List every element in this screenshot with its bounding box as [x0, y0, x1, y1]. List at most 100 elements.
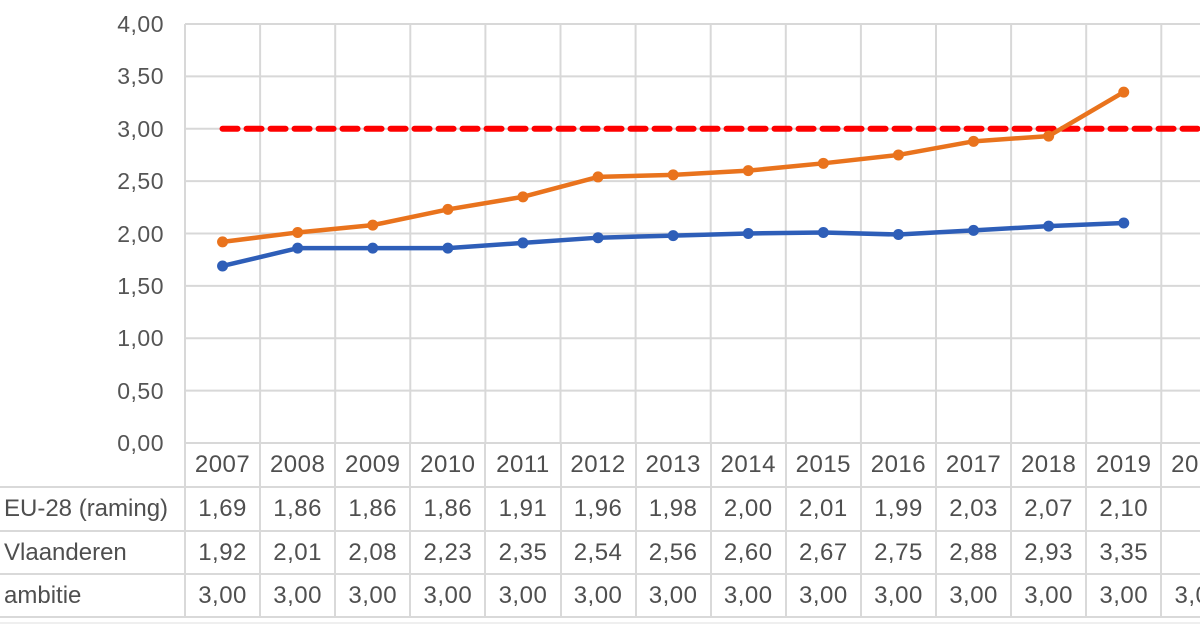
table-border-vertical: [484, 443, 487, 617]
table-value-cell: 3,00: [1099, 582, 1149, 609]
table-value-cell: 2,75: [874, 538, 923, 566]
table-value-cell: 2,08: [348, 538, 398, 566]
series-row-label: Vlaanderen: [4, 538, 127, 566]
table-value-cell: 3,00: [1024, 582, 1073, 609]
table-border-vertical: [334, 443, 337, 617]
table-value-cell: 1,92: [198, 538, 247, 566]
y-tick-label: 1,00: [117, 325, 164, 352]
table-border-vertical: [259, 443, 262, 617]
y-tick-label: 3,00: [117, 115, 164, 142]
table-value-cell: 3,00: [1174, 582, 1200, 609]
table-value-cell: 2,01: [798, 495, 848, 522]
y-tick-label: 1,50: [117, 272, 164, 299]
series-marker-eu-28-raming-: [742, 228, 754, 239]
table-value-cell: 2,00: [723, 495, 773, 522]
series-marker-vlaanderen: [968, 135, 980, 147]
table-value-cell: 3,00: [573, 582, 623, 609]
table-value-cell: 3,35: [1099, 538, 1149, 566]
table-value-cell: 1,86: [348, 495, 398, 522]
table-value-cell: 3,00: [723, 582, 773, 609]
y-tick-label: 2,00: [117, 220, 164, 247]
table-value-cell: 2,35: [498, 538, 548, 566]
series-marker-vlaanderen: [367, 219, 379, 231]
table-value-cell: 1,98: [648, 495, 698, 522]
table-border-vertical: [935, 443, 937, 617]
table-value-cell: 3,00: [348, 582, 398, 609]
table-value-cell: 2,07: [1024, 495, 1073, 522]
series-row-label: EU-28 (raming): [4, 495, 169, 522]
y-tick-label: 0,50: [117, 377, 164, 404]
table-border-vertical: [184, 443, 186, 617]
series-marker-eu-28-raming-: [442, 242, 454, 254]
table-border-vertical: [634, 443, 637, 617]
table-value-cell: 3,00: [648, 582, 698, 609]
table-value-cell: 1,99: [874, 495, 923, 522]
series-row-label: ambitie: [4, 582, 82, 609]
table-value-cell: 2,67: [798, 538, 848, 566]
table-value-cell: 1,96: [573, 495, 623, 522]
year-label: 2012: [570, 451, 626, 478]
year-label: 2018: [1020, 451, 1077, 478]
year-label: 2019: [1096, 451, 1152, 478]
year-label: 2008: [269, 451, 326, 478]
table-border-horizontal: [0, 529, 1200, 532]
year-label: 2009: [345, 451, 401, 478]
table-value-cell: 2,93: [1024, 538, 1073, 566]
series-line-eu-28-raming-: [220, 220, 1126, 269]
table-value-cell: 1,86: [423, 495, 473, 522]
y-tick-label: 2,50: [117, 168, 164, 195]
series-marker-eu-28-raming-: [667, 230, 679, 242]
table-value-cell: 3,00: [798, 582, 848, 609]
table-value-cell: 2,03: [949, 495, 998, 522]
series-marker-vlaanderen: [892, 149, 904, 161]
series-marker-vlaanderen: [1043, 130, 1055, 142]
table-border-horizontal: [0, 486, 1200, 488]
series-marker-eu-28-raming-: [892, 229, 904, 241]
series-marker-eu-28-raming-: [592, 232, 604, 244]
series-marker-eu-28-raming-: [1118, 217, 1130, 229]
year-label: 2016: [870, 451, 927, 478]
table-value-cell: 2,23: [423, 538, 473, 566]
series-marker-eu-28-raming-: [968, 224, 980, 236]
year-label: 2020: [1171, 451, 1200, 478]
chart-frame-bottom-edge: [0, 622, 1200, 624]
table-border-vertical: [409, 443, 412, 617]
table-value-cell: 1,91: [498, 495, 548, 522]
year-label: 2010: [420, 451, 476, 478]
series-marker-vlaanderen: [817, 157, 829, 169]
series-marker-vlaanderen: [667, 169, 679, 181]
table-value-cell: 3,00: [498, 582, 548, 609]
series-marker-eu-28-raming-: [217, 260, 229, 272]
table-border-vertical: [859, 443, 862, 617]
table-value-cell: 2,10: [1099, 495, 1149, 522]
table-border-vertical: [1010, 443, 1013, 617]
series-marker-vlaanderen: [592, 171, 604, 183]
series-marker-eu-28-raming-: [367, 242, 379, 254]
table-border-vertical: [709, 443, 712, 617]
series-marker-vlaanderen: [442, 203, 454, 215]
series-marker-eu-28-raming-: [292, 242, 304, 254]
table-value-cell: 3,00: [423, 582, 473, 609]
series-line-vlaanderen: [220, 89, 1126, 245]
table-border-horizontal: [0, 616, 1200, 618]
table-value-cell: 3,00: [198, 582, 247, 609]
series-marker-vlaanderen: [1118, 86, 1130, 98]
series-marker-vlaanderen: [517, 191, 529, 203]
year-label: 2011: [496, 451, 550, 478]
series-marker-vlaanderen: [292, 226, 304, 238]
series-marker-eu-28-raming-: [817, 226, 829, 238]
year-label: 2017: [945, 451, 1002, 478]
table-value-cell: 3,00: [874, 582, 923, 609]
series-marker-eu-28-raming-: [517, 237, 529, 249]
table-value-cell: 2,56: [648, 538, 698, 566]
table-value-cell: 2,60: [723, 538, 773, 566]
table-border-vertical: [559, 443, 562, 617]
y-tick-label: 4,00: [117, 11, 164, 37]
year-label: 2015: [795, 451, 852, 478]
year-label: 2013: [645, 451, 701, 478]
table-border-vertical: [1160, 443, 1163, 617]
table-value-cell: 2,54: [573, 538, 623, 566]
table-border-vertical: [1085, 443, 1088, 617]
